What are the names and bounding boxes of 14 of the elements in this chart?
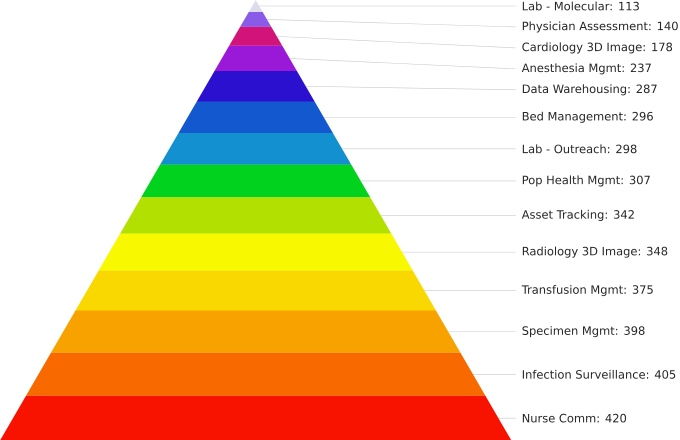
data-label: Pop Health Mgmt: 307 [522,175,650,186]
data-label: Specimen Mgmt: 398 [522,326,645,337]
data-label: Lab - Molecular: 113 [522,1,639,10]
data-label: Lab - Outreach: 298 [522,144,636,154]
data-label: Radiology 3D Image: 348 [522,246,668,258]
data-label: Transfusion Mgmt: 375 [522,284,653,296]
data-label: Anesthesia Mgmt: 237 [522,63,651,74]
data-label: Infection Surveillance: 405 [522,370,676,378]
data-label: Nurse Comm: 420 [522,414,626,422]
data-label: Data Warehousing: 287 [522,84,657,96]
data-label: Physician Assessment: 140 [522,21,678,32]
data-label: Asset Tracking: 342 [522,210,634,221]
data-label: Cardiology 3D Image: 178 [522,42,672,54]
data-label: Bed Management: 296 [522,111,653,123]
